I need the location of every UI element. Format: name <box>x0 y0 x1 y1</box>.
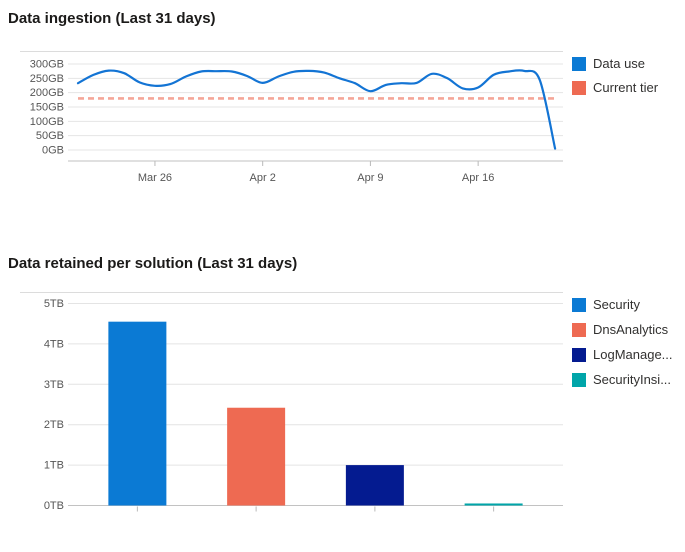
data-use-line-series <box>76 69 557 150</box>
y-axis-tick-label: 0GB <box>42 145 64 157</box>
legend-item-security[interactable]: Security <box>572 297 673 312</box>
y-axis-tick-label: 50GB <box>36 130 64 142</box>
legend-item-logmanage[interactable]: LogManage... <box>572 347 673 362</box>
legend-item-data-use[interactable]: Data use <box>572 56 658 71</box>
legend-item-current-tier[interactable]: Current tier <box>572 80 658 95</box>
legend-item-securityinsi[interactable]: SecurityInsi... <box>572 372 673 387</box>
legend-swatch-icon <box>572 297 586 312</box>
ingestion-chart-title: Data ingestion (Last 31 days) <box>8 10 216 27</box>
retention-chart-title: Data retained per solution (Last 31 days… <box>8 255 298 272</box>
x-axis-tick-label: Mar 26 <box>138 172 172 184</box>
y-axis-tick-label: 3TB <box>44 379 64 391</box>
legend-label: DnsAnalytics <box>593 322 669 337</box>
y-axis-tick-label: 100GB <box>30 116 64 128</box>
legend-swatch-icon <box>572 322 586 337</box>
bar-dnsanalytics[interactable] <box>227 407 286 506</box>
y-axis-tick-label: 150GB <box>30 102 64 114</box>
legend-swatch-icon <box>572 80 586 95</box>
x-axis-tick-label: Apr 16 <box>462 172 494 184</box>
x-axis-tick-label: Apr 9 <box>357 172 383 184</box>
retention-chart-legend: Security DnsAnalytics LogManage... Security… <box>572 297 673 387</box>
y-axis-tick-label: 4TB <box>44 338 64 350</box>
legend-label: Current tier <box>593 80 659 95</box>
y-axis-tick-label: 250GB <box>30 73 64 85</box>
y-axis-tick-label: 300GB <box>30 59 64 71</box>
y-axis-tick-label: 0TB <box>44 500 64 512</box>
ingestion-chart-plot[interactable]: 300GB 250GB 200GB 150GB 100GB 50GB 0GB Mar 26 Ap… <box>20 51 563 185</box>
legend-label: Security <box>593 297 640 312</box>
legend-swatch-icon <box>572 56 586 71</box>
bar-securityinsi[interactable] <box>464 503 523 506</box>
ingestion-chart-legend: Data use Current tier <box>572 56 658 95</box>
retention-chart-plot[interactable]: 0TB 1TB 2TB 3TB 4TB 5TB <box>20 292 563 513</box>
legend-swatch-icon <box>572 347 586 362</box>
legend-label: SecurityInsi... <box>593 372 672 387</box>
y-axis-tick-label: 200GB <box>30 87 64 99</box>
y-axis-tick-label: 1TB <box>44 460 64 472</box>
bar-security[interactable] <box>108 321 167 506</box>
y-axis-tick-label: 5TB <box>44 298 64 310</box>
legend-swatch-icon <box>572 372 586 387</box>
legend-label: LogManage... <box>593 347 673 362</box>
legend-item-dnsanalytics[interactable]: DnsAnalytics <box>572 322 673 337</box>
x-axis-tick-label: Apr 2 <box>250 172 276 184</box>
legend-label: Data use <box>593 56 646 71</box>
y-axis-tick-label: 2TB <box>44 419 64 431</box>
bar-logmanage[interactable] <box>345 465 404 506</box>
